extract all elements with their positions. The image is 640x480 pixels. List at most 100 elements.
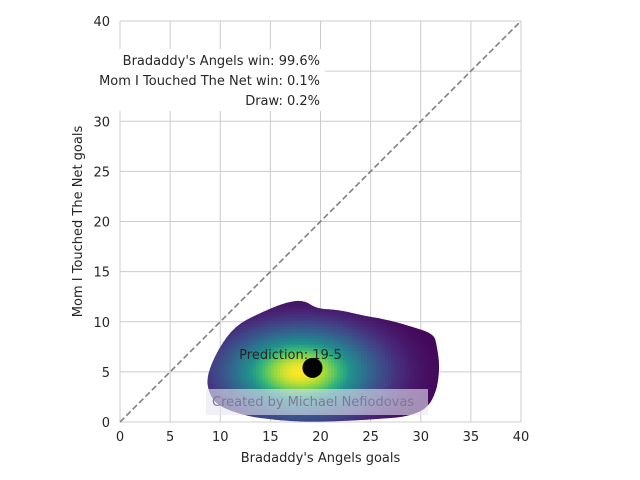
density-cell [271, 365, 275, 370]
density-cell [334, 353, 338, 358]
density-cell [391, 300, 395, 304]
density-cell [349, 423, 353, 427]
density-cell [403, 288, 407, 292]
density-cell [244, 368, 248, 373]
density-cell [433, 432, 437, 436]
density-cell [298, 311, 302, 316]
density-cell [298, 317, 302, 322]
density-cell [277, 332, 281, 337]
density-cell [253, 423, 257, 427]
density-cell [232, 294, 236, 298]
density-cell [433, 285, 437, 289]
density-cell [448, 360, 452, 364]
density-cell [442, 303, 446, 307]
density-cell [223, 356, 227, 361]
density-cell [367, 341, 371, 346]
density-cell [199, 432, 203, 436]
density-cell [460, 357, 464, 361]
density-cell [385, 350, 389, 355]
density-cell [190, 297, 194, 301]
density-cell [334, 416, 338, 421]
density-cell [439, 336, 443, 340]
density-cell [247, 314, 251, 319]
density-cell [238, 371, 242, 376]
density-cell [292, 362, 296, 367]
density-cell [226, 297, 230, 301]
density-cell [223, 291, 227, 295]
density-cell [412, 329, 416, 334]
y-tick-label: 0 [102, 416, 110, 431]
density-cell [421, 305, 425, 310]
density-cell [226, 302, 230, 307]
density-cell [361, 308, 365, 313]
density-cell [382, 359, 386, 364]
density-cell [442, 399, 446, 403]
density-cell [292, 329, 296, 334]
density-cell [346, 326, 350, 331]
density-cell [373, 338, 377, 343]
density-cell [190, 408, 194, 412]
density-cell [382, 341, 386, 346]
density-cell [301, 374, 305, 379]
density-cell [421, 380, 425, 385]
density-cell [229, 426, 233, 430]
density-cell [202, 375, 206, 379]
density-cell [418, 426, 422, 430]
density-cell [445, 423, 449, 427]
density-cell [442, 384, 446, 388]
density-cell [400, 341, 404, 346]
density-cell [328, 341, 332, 346]
density-cell [442, 339, 446, 343]
density-cell [400, 371, 404, 376]
density-cell [304, 294, 308, 298]
density-cell [292, 432, 296, 436]
density-cell [343, 338, 347, 343]
density-cell [355, 371, 359, 376]
density-cell [241, 416, 245, 421]
density-cell [319, 311, 323, 316]
density-cell [319, 416, 323, 421]
density-cell [322, 288, 326, 292]
density-cell [214, 282, 218, 286]
density-cell [235, 294, 239, 298]
density-cell [406, 386, 410, 391]
density-cell [307, 305, 311, 310]
density-cell [364, 383, 368, 388]
density-cell [373, 416, 377, 421]
density-cell [400, 308, 404, 313]
density-cell [256, 359, 260, 364]
density-cell [277, 294, 281, 298]
density-cell [295, 374, 299, 379]
density-cell [301, 338, 305, 343]
density-cell [310, 329, 314, 334]
density-cell [202, 363, 206, 367]
density-cell [430, 362, 434, 367]
density-cell [196, 396, 200, 400]
density-cell [286, 320, 290, 325]
density-cell [322, 365, 326, 370]
density-cell [220, 362, 224, 367]
density-cell [265, 426, 269, 430]
density-cell [445, 333, 449, 337]
density-cell [205, 288, 209, 292]
density-cell [439, 324, 443, 328]
density-cell [430, 423, 434, 427]
density-cell [259, 344, 263, 349]
density-cell [427, 305, 431, 310]
density-cell [340, 329, 344, 334]
density-cell [379, 383, 383, 388]
density-cell [349, 302, 353, 307]
density-cell [211, 291, 215, 295]
density-cell [292, 308, 296, 313]
density-cell [253, 302, 257, 307]
density-cell [394, 314, 398, 319]
density-cell [193, 327, 197, 331]
density-cell [388, 432, 392, 436]
density-cell [334, 305, 338, 310]
density-cell [352, 294, 356, 298]
density-cell [280, 314, 284, 319]
density-cell [310, 353, 314, 358]
density-cell [430, 419, 434, 422]
density-cell [298, 302, 302, 307]
density-cell [367, 326, 371, 331]
